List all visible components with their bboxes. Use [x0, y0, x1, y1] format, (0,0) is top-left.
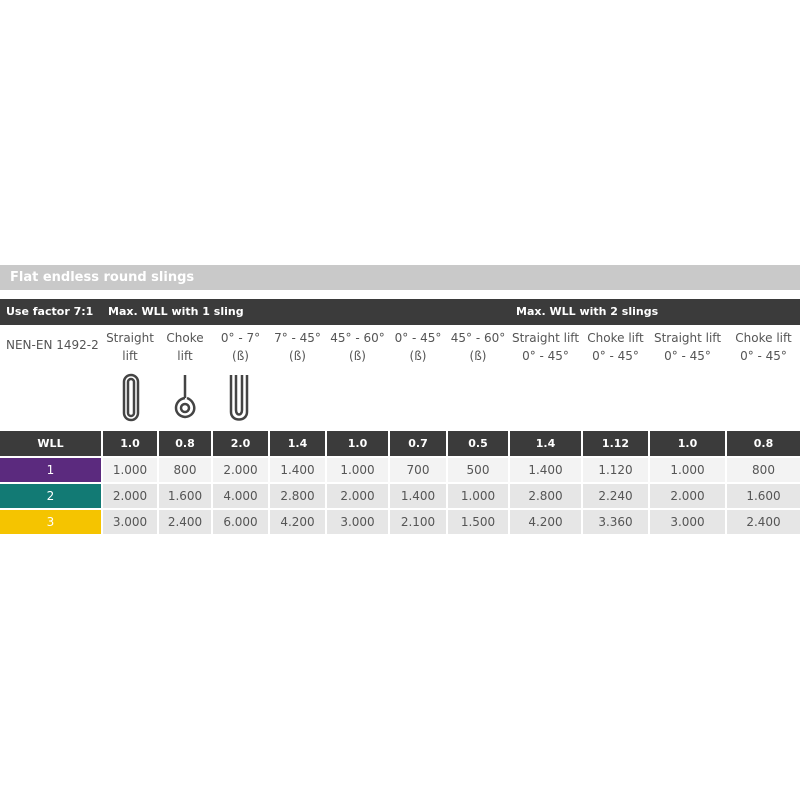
title: Flat endless round slings	[10, 270, 195, 285]
value-cell: 1.400	[510, 458, 581, 482]
value-cell: 1.600	[159, 484, 211, 508]
value-cell: 3.000	[103, 510, 157, 534]
value-cell: 2.000	[650, 484, 725, 508]
row-label: 1	[0, 458, 101, 482]
factor: 1.4	[510, 431, 581, 456]
value-cell: 4.000	[213, 484, 268, 508]
value-cell: 2.000	[103, 484, 157, 508]
column-label: Straight lift	[511, 331, 580, 345]
title-bar	[0, 265, 800, 290]
column-label: Straight lift	[653, 331, 722, 345]
value-cell: 2.100	[390, 510, 446, 534]
column-label: 0° - 45°	[664, 349, 711, 363]
column-label: 0° - 7°	[220, 331, 261, 345]
choke-icon	[174, 375, 196, 419]
column-label: (ß)	[469, 349, 487, 363]
value-cell: 800	[727, 458, 800, 482]
column-label: 45° - 60°	[330, 331, 385, 345]
column-label: 0° - 45°	[740, 349, 787, 363]
factor: 0.8	[727, 431, 800, 456]
value-cell: 2.800	[510, 484, 581, 508]
column-label: (ß)	[409, 349, 427, 363]
value-cell: 6.000	[213, 510, 268, 534]
factor: 0.7	[390, 431, 446, 456]
basket-icon	[229, 375, 249, 421]
value-cell: 1.600	[727, 484, 800, 508]
column-label: 45° - 60°	[450, 331, 506, 345]
column-label: lift	[177, 349, 193, 363]
factor: 2.0	[213, 431, 268, 456]
column-label: 0° - 45°	[592, 349, 639, 363]
value-cell: 2.000	[213, 458, 268, 482]
value-cell: 800	[159, 458, 211, 482]
value-cell: 2.400	[159, 510, 211, 534]
value-cell: 1.400	[270, 458, 325, 482]
value-cell: 4.200	[270, 510, 325, 534]
value-cell: 2.240	[583, 484, 648, 508]
factor: 0.8	[159, 431, 211, 456]
column-label: Choke lift	[735, 331, 792, 345]
value-cell: 3.000	[650, 510, 725, 534]
column-label: Choke lift	[587, 331, 644, 345]
group-header-bar	[0, 299, 800, 325]
value-cell: 1.000	[650, 458, 725, 482]
straight-icon	[122, 373, 140, 422]
group-2-label: Max. WLL with 2 slings	[516, 305, 659, 318]
column-label: lift	[122, 349, 138, 363]
group-1-label: Max. WLL with 1 sling	[108, 305, 244, 318]
column-label: 7° - 45°	[274, 331, 321, 345]
factor: 1.0	[103, 431, 157, 456]
column-label: (ß)	[232, 349, 249, 363]
value-cell: 500	[448, 458, 508, 482]
value-cell: 2.800	[270, 484, 325, 508]
factor: 0.5	[448, 431, 508, 456]
column-label: Straight	[106, 331, 154, 345]
value-cell: 2.400	[727, 510, 800, 534]
factor: 1.4	[270, 431, 325, 456]
column-label: (ß)	[349, 349, 366, 363]
value-cell: 1.000	[448, 484, 508, 508]
column-label: (ß)	[289, 349, 306, 363]
row-label: 2	[0, 484, 101, 508]
standard: NEN-EN 1492-2	[6, 338, 99, 352]
use-factor: Use factor 7:1	[6, 305, 94, 318]
factor: 1.12	[583, 431, 648, 456]
value-cell: 3.360	[583, 510, 648, 534]
factor: 1.0	[650, 431, 725, 456]
column-label: Choke	[166, 331, 204, 345]
value-cell: 3.000	[327, 510, 388, 534]
value-cell: 1.400	[390, 484, 446, 508]
wll-label: WLL	[0, 431, 101, 456]
value-cell: 1.000	[103, 458, 157, 482]
row-label: 3	[0, 510, 101, 534]
column-label: 0° - 45°	[522, 349, 569, 363]
column-label: 0° - 45°	[394, 331, 442, 345]
value-cell: 700	[390, 458, 446, 482]
value-cell: 2.000	[327, 484, 388, 508]
value-cell: 1.120	[583, 458, 648, 482]
value-cell: 4.200	[510, 510, 581, 534]
factor: 1.0	[327, 431, 388, 456]
sling-icons	[122, 373, 249, 422]
value-cell: 1.000	[327, 458, 388, 482]
value-cell: 1.500	[448, 510, 508, 534]
